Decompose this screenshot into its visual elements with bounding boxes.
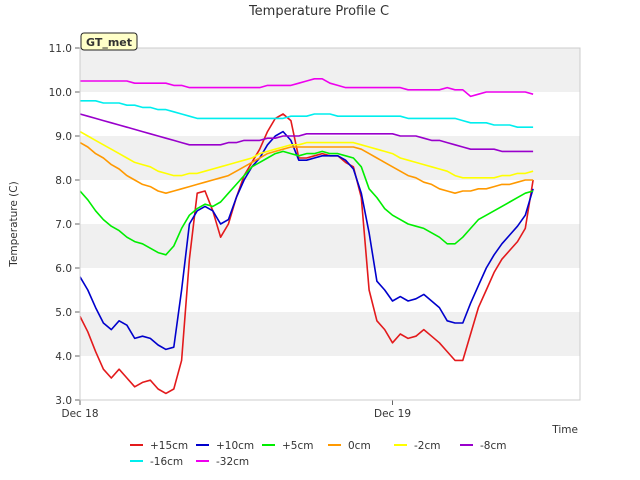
gt-met-annotation: GT_met [80, 32, 138, 51]
legend-label: -32cm [216, 456, 249, 468]
plot-frame [79, 47, 581, 401]
y-tick-label: 7.0 [55, 219, 72, 231]
grid-band [80, 312, 580, 356]
legend: +15cm +10cm +5cm 0cm -2cm -8cm -16cm -32cm [130, 440, 506, 468]
x-tick-label: Dec 18 [61, 408, 98, 420]
series-line-+15cm [79, 113, 534, 395]
series-line--2cm [79, 130, 534, 179]
y-axis-label: Temperature (C) [8, 181, 20, 267]
legend-label: +10cm [216, 440, 254, 452]
legend-label: +15cm [150, 440, 188, 452]
series-line-+10cm [79, 130, 534, 351]
annotation-box [80, 32, 138, 51]
grid-band [80, 356, 580, 400]
series-line--8cm [79, 113, 534, 153]
y-tick-label: 3.0 [55, 395, 72, 407]
series-line-0cm [79, 141, 534, 194]
grid-band [80, 48, 580, 92]
x-tick-label: Dec 19 [374, 408, 411, 420]
y-tick-label: 4.0 [55, 351, 72, 363]
x-axis: Dec 18 Dec 19 [61, 400, 411, 420]
chart-title: Temperature Profile C [248, 4, 389, 19]
series-layer [79, 78, 534, 395]
y-tick-label: 8.0 [55, 175, 72, 187]
series-line--32cm [80, 78, 534, 98]
grid-bands [80, 48, 580, 400]
series-line-+5cm [79, 150, 534, 256]
y-tick-label: 10.0 [49, 87, 72, 99]
legend-label: 0cm [348, 440, 371, 452]
legend-label: -2cm [414, 440, 440, 452]
y-tick-label: 9.0 [55, 131, 72, 143]
x-axis-label: Time [551, 424, 578, 436]
y-tick-label: 5.0 [55, 307, 72, 319]
y-tick-label: 11.0 [49, 43, 72, 55]
grid-band [80, 224, 580, 268]
legend-label: +5cm [282, 440, 313, 452]
grid-band [80, 268, 580, 312]
annotation-label: GT_met [86, 36, 132, 49]
series-line--16cm [80, 100, 534, 128]
legend-label: -8cm [480, 440, 506, 452]
y-axis: 3.0 4.0 5.0 6.0 7.0 8.0 9.0 10.0 11.0 [49, 43, 80, 407]
grid-band [80, 180, 580, 224]
y-tick-label: 6.0 [55, 263, 72, 275]
legend-label: -16cm [150, 456, 183, 468]
